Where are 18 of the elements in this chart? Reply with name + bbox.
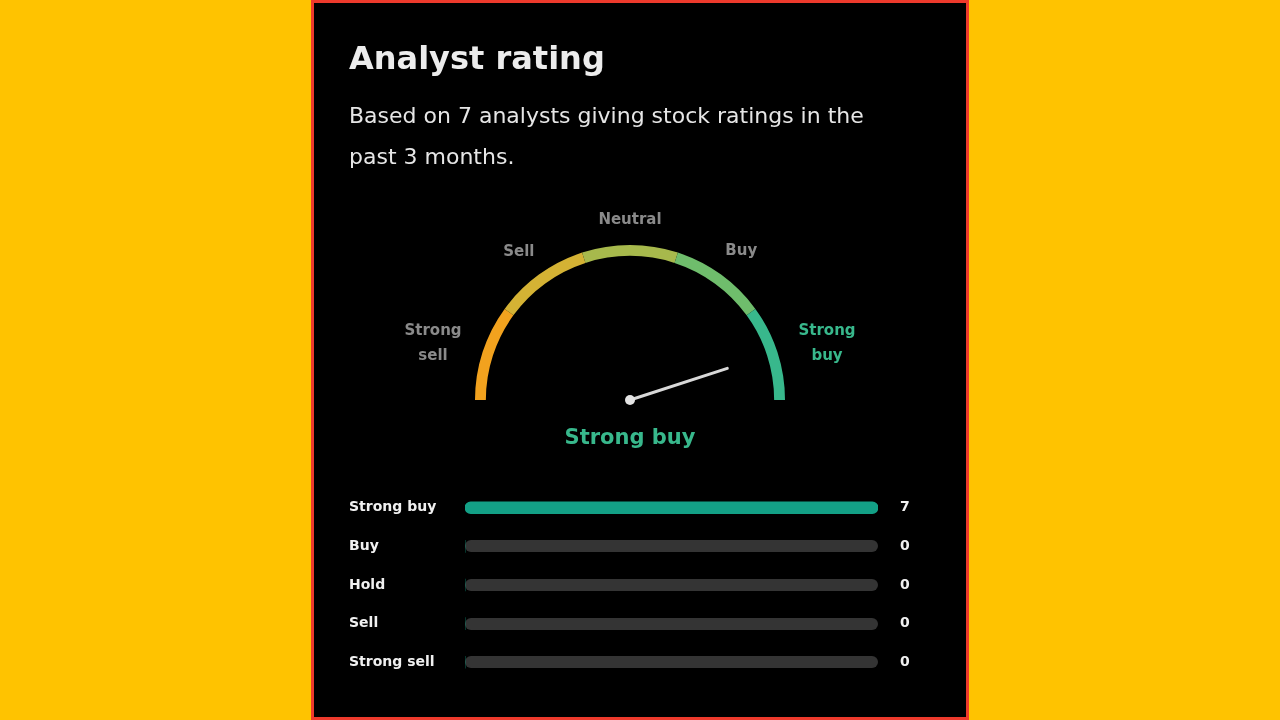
- data-label: 0: [900, 614, 910, 631]
- y-tick-label: Sell: [349, 614, 379, 631]
- slice-label: Buy: [725, 241, 758, 260]
- text: Strong buy: [564, 425, 696, 450]
- slice-label: Strong sell: [404, 320, 462, 364]
- slice-label: Sell: [503, 241, 535, 260]
- data-label: 7: [900, 498, 910, 515]
- chart-subtitle: Based on 7 analysts giving stock ratings in the past 3 months.: [349, 102, 865, 171]
- y-tick-label: Strong sell: [349, 652, 435, 669]
- y-tick-label: Strong buy: [349, 498, 437, 515]
- y-tick-label: Buy: [349, 537, 379, 553]
- data-label: 0: [900, 537, 910, 553]
- slice-label: Neutral: [598, 209, 662, 228]
- data-label: 0: [900, 575, 910, 592]
- slice-label: Strong buy: [798, 320, 856, 364]
- y-tick-label: Hold: [349, 575, 386, 592]
- chart-title: Analyst rating: [349, 39, 605, 77]
- data-label: 0: [900, 652, 910, 669]
